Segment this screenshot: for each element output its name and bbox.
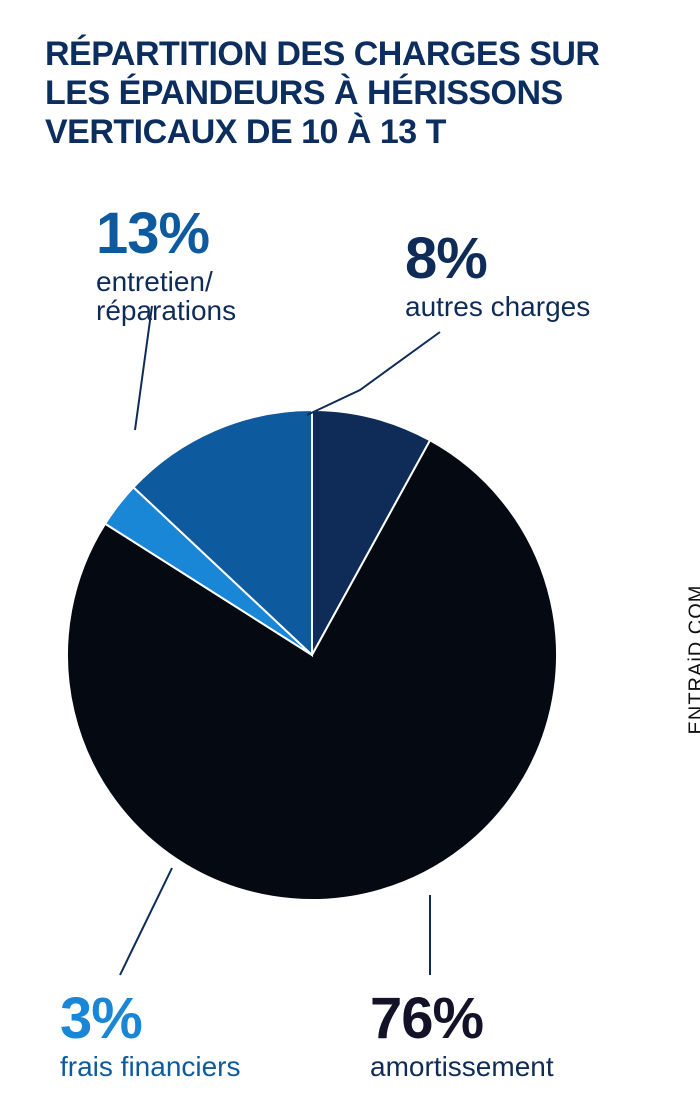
chart-title: RÉPARTITION DES CHARGES SUR LES ÉPANDEUR… bbox=[45, 35, 640, 152]
watermark-suffix: .COM bbox=[685, 585, 700, 641]
label-amortissement-desc: amortissement bbox=[370, 1052, 554, 1081]
label-amortissement-pct: 76% bbox=[370, 985, 554, 1052]
pie-chart bbox=[62, 405, 562, 905]
label-frais-pct: 3% bbox=[60, 985, 241, 1052]
leader-autres bbox=[307, 332, 440, 415]
watermark-brand: ENTRAiD bbox=[685, 641, 700, 735]
label-entretien-pct: 13% bbox=[96, 200, 236, 267]
label-autres-pct: 8% bbox=[405, 225, 590, 292]
label-entretien: 13%entretien/réparations bbox=[96, 200, 236, 326]
label-frais: 3%frais financiers bbox=[60, 985, 241, 1081]
label-frais-desc: frais financiers bbox=[60, 1052, 241, 1081]
label-autres-desc: autres charges bbox=[405, 292, 590, 321]
label-amortissement: 76%amortissement bbox=[370, 985, 554, 1081]
label-entretien-desc: entretien/réparations bbox=[96, 267, 236, 326]
watermark: ENTRAiD.COM bbox=[685, 585, 700, 735]
label-autres: 8%autres charges bbox=[405, 225, 590, 321]
